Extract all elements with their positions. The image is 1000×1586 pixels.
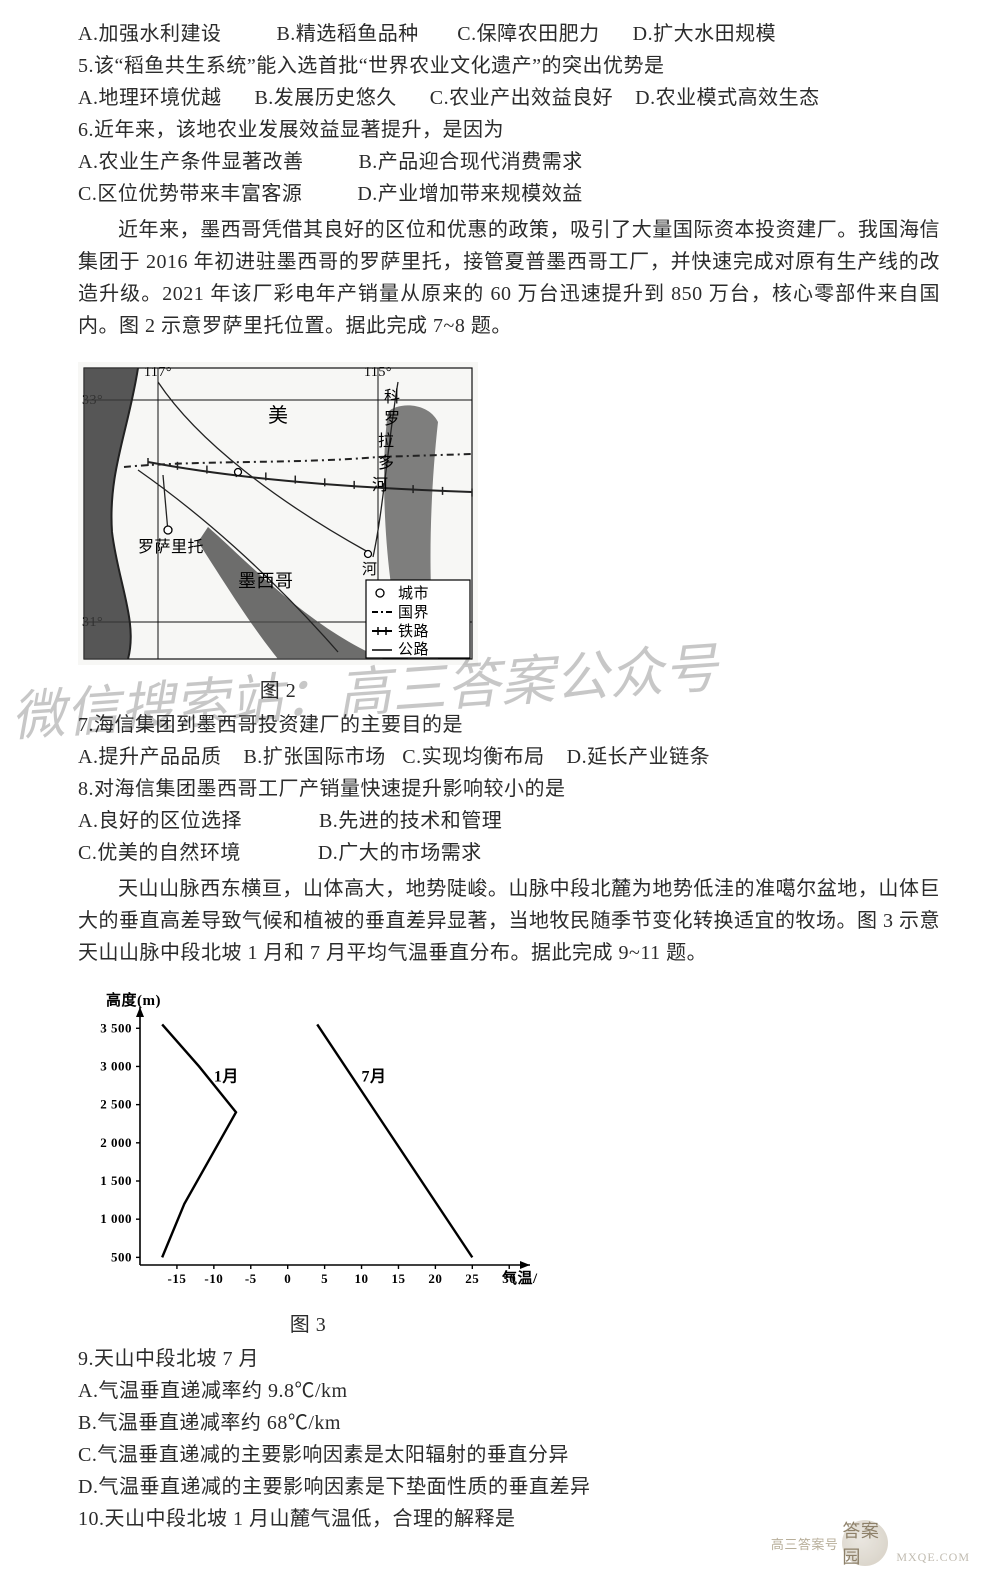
svg-text:多: 多 bbox=[378, 454, 395, 472]
q4-optA: A.加强水利建设 bbox=[78, 23, 221, 45]
q6-optD: D.产业增加带来规模效益 bbox=[357, 183, 582, 205]
q5-optD: D.农业模式高效生态 bbox=[635, 87, 819, 109]
q5-options: A.地理环境优越 B.发展历史悠久 C.农业产出效益良好 D.农业模式高效生态 bbox=[78, 82, 940, 114]
svg-text:2 500: 2 500 bbox=[100, 1097, 132, 1112]
map-figure: 117°115°33°31°美科罗拉多河墨西哥罗萨里托河城市国界铁路公路 bbox=[78, 362, 478, 665]
svg-text:1 000: 1 000 bbox=[100, 1211, 132, 1226]
q6-line2: C.区位优势带来丰富客源 D.产业增加带来规模效益 bbox=[78, 178, 940, 210]
q5-optC: C.农业产出效益良好 bbox=[430, 87, 613, 109]
svg-text:铁路: 铁路 bbox=[398, 623, 429, 640]
svg-text:10: 10 bbox=[355, 1271, 369, 1286]
exam-page: A.加强水利建设 B.精选稻鱼品种 C.保障农田肥力 D.扩大水田规模 5.该“… bbox=[0, 0, 1000, 1586]
svg-text:0: 0 bbox=[284, 1271, 291, 1286]
q7-stem: 7.海信集团到墨西哥投资建厂的主要目的是 bbox=[78, 709, 940, 741]
svg-text:3 500: 3 500 bbox=[100, 1020, 132, 1035]
svg-text:河: 河 bbox=[362, 561, 378, 578]
svg-text:5: 5 bbox=[321, 1271, 328, 1286]
svg-text:科: 科 bbox=[384, 388, 401, 406]
svg-text:-5: -5 bbox=[245, 1271, 257, 1286]
passage-2: 近年来，墨西哥凭借其良好的区位和优惠的政策，吸引了大量国际资本投资建厂。我国海信… bbox=[78, 214, 940, 342]
figure-3-caption: 图 3 bbox=[78, 1308, 538, 1337]
svg-text:高度(m): 高度(m) bbox=[106, 991, 161, 1009]
q4-options: A.加强水利建设 B.精选稻鱼品种 C.保障农田肥力 D.扩大水田规模 bbox=[78, 18, 940, 50]
q8-line2: C.优美的自然环境 D.广大的市场需求 bbox=[78, 837, 940, 869]
svg-text:拉: 拉 bbox=[378, 432, 395, 450]
svg-text:1 500: 1 500 bbox=[100, 1173, 132, 1188]
svg-text:墨西哥: 墨西哥 bbox=[238, 571, 294, 591]
q5-optA: A.地理环境优越 bbox=[78, 87, 221, 109]
svg-text:罗: 罗 bbox=[384, 410, 401, 428]
svg-text:-15: -15 bbox=[168, 1271, 187, 1286]
passage-3: 天山山脉西东横亘，山体高大，地势陡峻。山脉中段北麓为地势低洼的准噶尔盆地，山体巨… bbox=[78, 873, 940, 969]
q8-optD: D.广大的市场需求 bbox=[318, 842, 482, 864]
q4-optD: D.扩大水田规模 bbox=[633, 23, 776, 45]
svg-text:115°: 115° bbox=[364, 365, 392, 380]
q7-options: A.提升产品品质 B.扩张国际市场 C.实现均衡布局 D.延长产业链条 bbox=[78, 741, 940, 773]
q6-optB: B.产品迎合现代消费需求 bbox=[358, 151, 582, 173]
q7-optC: C.实现均衡布局 bbox=[402, 746, 544, 768]
figure-2-block: 117°115°33°31°美科罗拉多河墨西哥罗萨里托河城市国界铁路公路 图 2 bbox=[78, 362, 940, 703]
q6-stem: 6.近年来，该地农业发展效益显著提升，是因为 bbox=[78, 114, 940, 146]
q8-line1: A.良好的区位选择 B.先进的技术和管理 bbox=[78, 805, 940, 837]
q9-optD: D.气温垂直递减的主要影响因素是下垫面性质的垂直差异 bbox=[78, 1471, 940, 1503]
q7-optB: B.扩张国际市场 bbox=[243, 746, 385, 768]
figure-2-caption: 图 2 bbox=[78, 674, 478, 703]
svg-text:气温/℃: 气温/℃ bbox=[501, 1269, 538, 1287]
q4-optB: B.精选稻鱼品种 bbox=[276, 23, 418, 45]
svg-text:公路: 公路 bbox=[398, 641, 429, 658]
svg-text:500: 500 bbox=[111, 1249, 132, 1264]
q9-optA: A.气温垂直递减率约 9.8℃/km bbox=[78, 1375, 940, 1407]
svg-text:117°: 117° bbox=[144, 365, 172, 380]
q7-optD: D.延长产业链条 bbox=[567, 746, 710, 768]
svg-text:7月: 7月 bbox=[362, 1068, 387, 1086]
q6-optA: A.农业生产条件显著改善 bbox=[78, 151, 303, 173]
svg-text:城市: 城市 bbox=[398, 585, 429, 602]
svg-text:国界: 国界 bbox=[398, 604, 429, 621]
bottom-watermark-sub: 高三答案号 bbox=[771, 1534, 839, 1553]
q8-stem: 8.对海信集团墨西哥工厂产销量快速提升影响较小的是 bbox=[78, 773, 940, 805]
q8-optC: C.优美的自然环境 bbox=[78, 842, 241, 864]
svg-text:河: 河 bbox=[372, 476, 389, 494]
q4-optC: C.保障农田肥力 bbox=[457, 23, 599, 45]
svg-text:1月: 1月 bbox=[214, 1068, 239, 1086]
svg-text:25: 25 bbox=[465, 1271, 479, 1286]
q7-optA: A.提升产品品质 bbox=[78, 746, 221, 768]
svg-text:15: 15 bbox=[391, 1271, 405, 1286]
q6-line1: A.农业生产条件显著改善 B.产品迎合现代消费需求 bbox=[78, 146, 940, 178]
q5-stem: 5.该“稻鱼共生系统”能入选首批“世界农业文化遗产”的突出优势是 bbox=[78, 50, 940, 82]
svg-text:20: 20 bbox=[428, 1271, 442, 1286]
svg-text:-10: -10 bbox=[204, 1271, 223, 1286]
q9-optC: C.气温垂直递减的主要影响因素是太阳辐射的垂直分异 bbox=[78, 1439, 940, 1471]
q8-optA: A.良好的区位选择 bbox=[78, 810, 242, 832]
q9-stem: 9.天山中段北坡 7 月 bbox=[78, 1343, 940, 1375]
q5-optB: B.发展历史悠久 bbox=[254, 87, 396, 109]
q6-optC: C.区位优势带来丰富客源 bbox=[78, 183, 302, 205]
q10-stem: 10.天山中段北坡 1 月山麓气温低，合理的解释是 bbox=[78, 1503, 940, 1535]
q8-optB: B.先进的技术和管理 bbox=[319, 810, 502, 832]
svg-text:罗萨里托: 罗萨里托 bbox=[138, 538, 204, 556]
figure-3-block: 500 1 000 1 500 2 000 2 500 3 000 3 500 -15 -10 -… bbox=[78, 989, 940, 1337]
svg-text:3 000: 3 000 bbox=[100, 1058, 132, 1073]
svg-text:美: 美 bbox=[268, 404, 289, 427]
q9-optB: B.气温垂直递减率约 68℃/km bbox=[78, 1407, 940, 1439]
svg-text:2 000: 2 000 bbox=[100, 1135, 132, 1150]
watermark-url: MXQE.COM bbox=[896, 1550, 970, 1565]
temperature-chart: 500 1 000 1 500 2 000 2 500 3 000 3 500 -15 -10 -… bbox=[78, 989, 538, 1299]
